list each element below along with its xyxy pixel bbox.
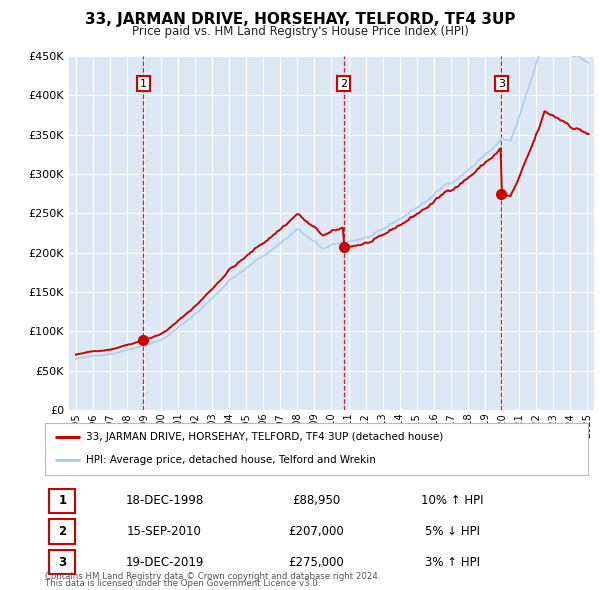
Text: £88,950: £88,950	[292, 494, 341, 507]
Text: £207,000: £207,000	[289, 525, 344, 538]
Text: 3: 3	[498, 78, 505, 88]
Text: HPI: Average price, detached house, Telford and Wrekin: HPI: Average price, detached house, Telf…	[86, 455, 376, 466]
Text: 19-DEC-2019: 19-DEC-2019	[125, 556, 203, 569]
Text: £275,000: £275,000	[289, 556, 344, 569]
Text: 1: 1	[140, 78, 147, 88]
Text: 33, JARMAN DRIVE, HORSEHAY, TELFORD, TF4 3UP (detached house): 33, JARMAN DRIVE, HORSEHAY, TELFORD, TF4…	[86, 431, 443, 441]
Text: 3: 3	[58, 556, 67, 569]
Text: 10% ↑ HPI: 10% ↑ HPI	[421, 494, 484, 507]
Text: 2: 2	[340, 78, 347, 88]
Text: This data is licensed under the Open Government Licence v3.0.: This data is licensed under the Open Gov…	[45, 579, 320, 588]
FancyBboxPatch shape	[49, 550, 76, 575]
Text: 5% ↓ HPI: 5% ↓ HPI	[425, 525, 480, 538]
Text: 15-SEP-2010: 15-SEP-2010	[127, 525, 202, 538]
Text: Contains HM Land Registry data © Crown copyright and database right 2024.: Contains HM Land Registry data © Crown c…	[45, 572, 380, 581]
Text: 18-DEC-1998: 18-DEC-1998	[125, 494, 203, 507]
FancyBboxPatch shape	[49, 519, 76, 544]
Text: 1: 1	[58, 494, 67, 507]
Text: 33, JARMAN DRIVE, HORSEHAY, TELFORD, TF4 3UP: 33, JARMAN DRIVE, HORSEHAY, TELFORD, TF4…	[85, 12, 515, 27]
Text: 2: 2	[58, 525, 67, 538]
FancyBboxPatch shape	[49, 489, 76, 513]
Text: 3% ↑ HPI: 3% ↑ HPI	[425, 556, 480, 569]
Text: Price paid vs. HM Land Registry's House Price Index (HPI): Price paid vs. HM Land Registry's House …	[131, 25, 469, 38]
